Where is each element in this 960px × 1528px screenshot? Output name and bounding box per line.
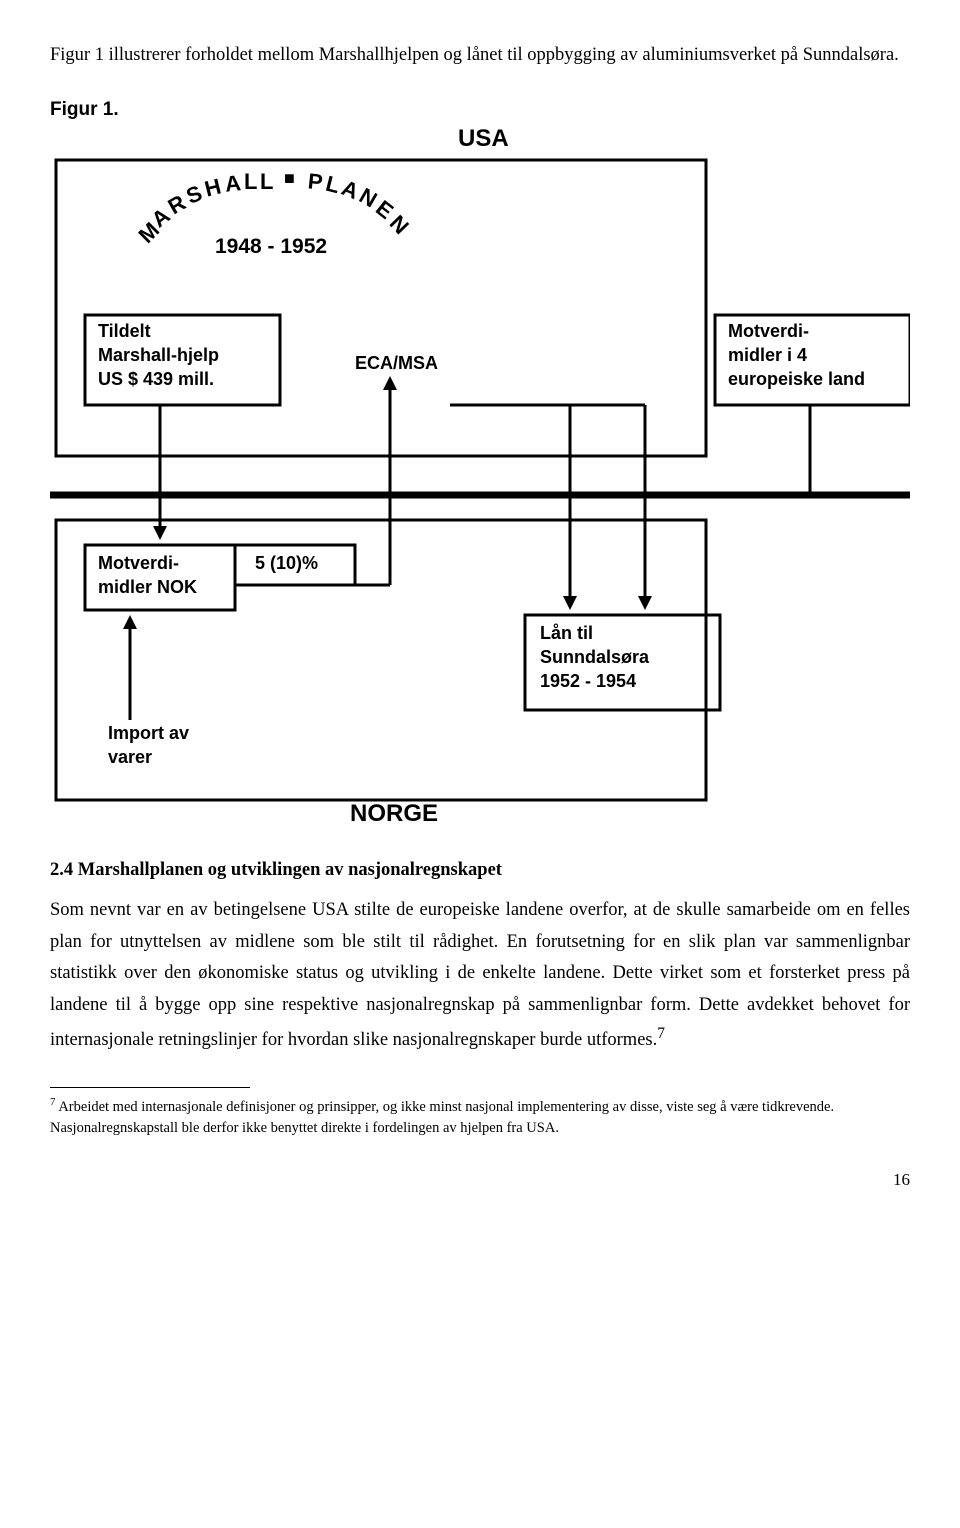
footnote-num: 7 [50,1096,56,1108]
motverdi4-l2: midler i 4 [728,345,807,366]
pct-label: 5 (10)% [255,553,318,574]
eca-label: ECA/MSA [355,353,438,374]
motnok-l2: midler NOK [98,577,197,598]
intro-text: Figur 1 illustrerer forholdet mellom Mar… [50,40,910,71]
footnote-text: Arbeidet med internasjonale definisjoner… [50,1099,834,1137]
lan-l1: Lån til [540,623,593,644]
marshall-arc: L [244,169,257,195]
motverdi4-l3: europeiske land [728,369,865,390]
marshall-arc: L [260,169,273,195]
figure-diagram: USA [50,125,910,830]
figure-label: Figur 1. [50,99,910,121]
years-top: 1948 - 1952 [215,235,327,259]
motnok-l1: Motverdi- [98,553,179,574]
body-paragraph: Som nevnt var en av betingelsene USA sti… [50,895,910,1056]
norge-label: NORGE [350,800,438,828]
motverdi4-l1: Motverdi- [728,321,809,342]
section-heading: 2.4 Marshallplanen og utviklingen av nas… [50,860,910,881]
marshall-arc: P [307,169,324,196]
import-l1: Import av [108,723,189,744]
body-text: Som nevnt var en av betingelsene USA sti… [50,900,910,1050]
lan-l3: 1952 - 1954 [540,671,636,692]
tildelt-l2: Marshall-hjelp [98,345,219,366]
page-number: 16 [50,1170,910,1190]
footnote: 7 Arbeidet med internasjonale definisjon… [50,1094,910,1140]
footnote-rule [50,1087,250,1088]
tildelt-l3: US $ 439 mill. [98,369,214,390]
import-l2: varer [108,747,152,768]
lan-l2: Sunndalsøra [540,647,649,668]
footnote-ref: 7 [657,1025,665,1042]
marshall-arc-dot: ■ [284,168,295,189]
tildelt-l1: Tildelt [98,321,151,342]
marshall-arc: A [224,171,243,199]
